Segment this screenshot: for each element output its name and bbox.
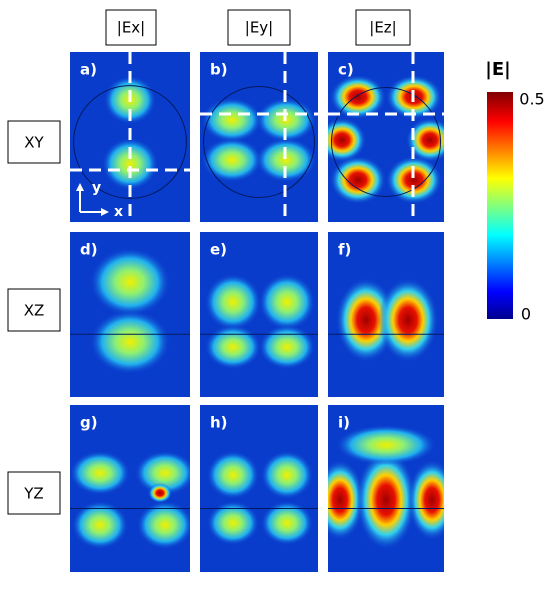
field-panel: d) — [70, 232, 190, 397]
panel-body — [70, 405, 190, 572]
field-lobe — [336, 425, 436, 465]
field-panel: a) — [70, 52, 190, 222]
field-panel: c) — [328, 52, 444, 222]
arrow-head — [76, 183, 109, 216]
panel-label: i) — [338, 414, 350, 432]
particle-outline — [203, 86, 315, 198]
field-lobe — [386, 156, 442, 204]
field-lobe — [102, 138, 158, 190]
field-lobe — [378, 278, 438, 362]
field-lobe — [406, 118, 444, 162]
field-panel: g) — [70, 405, 190, 572]
column-header: |Ex| — [117, 19, 145, 37]
field-lobe — [330, 75, 386, 119]
header-box — [227, 9, 291, 46]
colorbar-label: |E| — [485, 59, 510, 80]
field-panel: b) — [200, 52, 318, 222]
row-label: XY — [24, 134, 44, 152]
field-lobe — [207, 501, 259, 545]
colorbar-scale — [487, 92, 513, 319]
field-lobe — [261, 501, 313, 545]
field-panel: i) — [328, 405, 444, 572]
column-header: |Ez| — [369, 19, 396, 37]
header-box — [355, 9, 411, 46]
row-label: YZ — [23, 485, 43, 503]
field-lobe — [356, 450, 416, 550]
panel-label: h) — [210, 414, 228, 432]
field-lobe — [70, 451, 130, 495]
field-lobe — [135, 451, 190, 495]
panel-body — [328, 405, 444, 572]
column-header: |Ey| — [245, 19, 273, 37]
axis-label: y — [92, 180, 101, 196]
panels: a) b) c) d) e) f) g) h) i) yx — [70, 52, 444, 572]
field-panel: h) — [200, 405, 318, 572]
field-lobe — [207, 451, 259, 499]
field-lobe — [205, 274, 261, 330]
field-lobe — [259, 325, 315, 369]
panel-body — [70, 52, 190, 222]
particle-outline — [73, 85, 187, 199]
field-lobe — [330, 156, 386, 204]
row-box — [7, 120, 61, 164]
panel-label: d) — [80, 241, 98, 259]
field-lobe — [137, 501, 190, 549]
field-lobe — [256, 138, 316, 182]
axis-indicator: yx — [76, 180, 123, 220]
panel-body — [328, 232, 444, 397]
header-box — [105, 9, 157, 46]
field-lobe — [261, 451, 313, 499]
field-lobe — [328, 460, 364, 540]
field-lobe — [408, 460, 444, 540]
panel-label: g) — [80, 414, 98, 432]
column-headers: |Ex| |Ey| |Ez| — [105, 9, 411, 46]
colorbar-tick: 0.5 — [519, 90, 544, 109]
field-lobe — [328, 118, 366, 162]
field-lobe — [90, 248, 170, 316]
panel-body — [328, 52, 444, 222]
field-lobe — [72, 501, 128, 549]
field-lobe — [90, 310, 170, 374]
panel-label: f) — [338, 241, 351, 259]
panel-body — [200, 52, 318, 222]
particle-outline — [330, 86, 442, 198]
field-lobe — [148, 483, 172, 503]
panel-body — [200, 405, 318, 572]
field-lobe — [259, 274, 315, 330]
row-label: XZ — [24, 302, 45, 320]
panel-label: c) — [338, 61, 354, 79]
row-box — [7, 471, 61, 515]
colorbar: |E| 0.5 0 — [485, 59, 544, 324]
panel-body — [70, 232, 190, 397]
colorbar-tick: 0 — [521, 305, 531, 324]
row-box — [7, 288, 61, 332]
axis-label: x — [114, 204, 123, 220]
field-panel: e) — [200, 232, 318, 397]
panel-label: a) — [80, 61, 97, 79]
field-lobe — [205, 325, 261, 369]
row-labels: XY XZ YZ — [7, 120, 61, 515]
panel-label: b) — [210, 61, 228, 79]
field-lobe — [202, 138, 262, 182]
field-lobe — [336, 278, 396, 362]
field-panel: f) — [328, 232, 444, 397]
panel-label: e) — [210, 241, 227, 259]
panel-body — [200, 232, 318, 397]
field-lobe — [202, 98, 262, 142]
